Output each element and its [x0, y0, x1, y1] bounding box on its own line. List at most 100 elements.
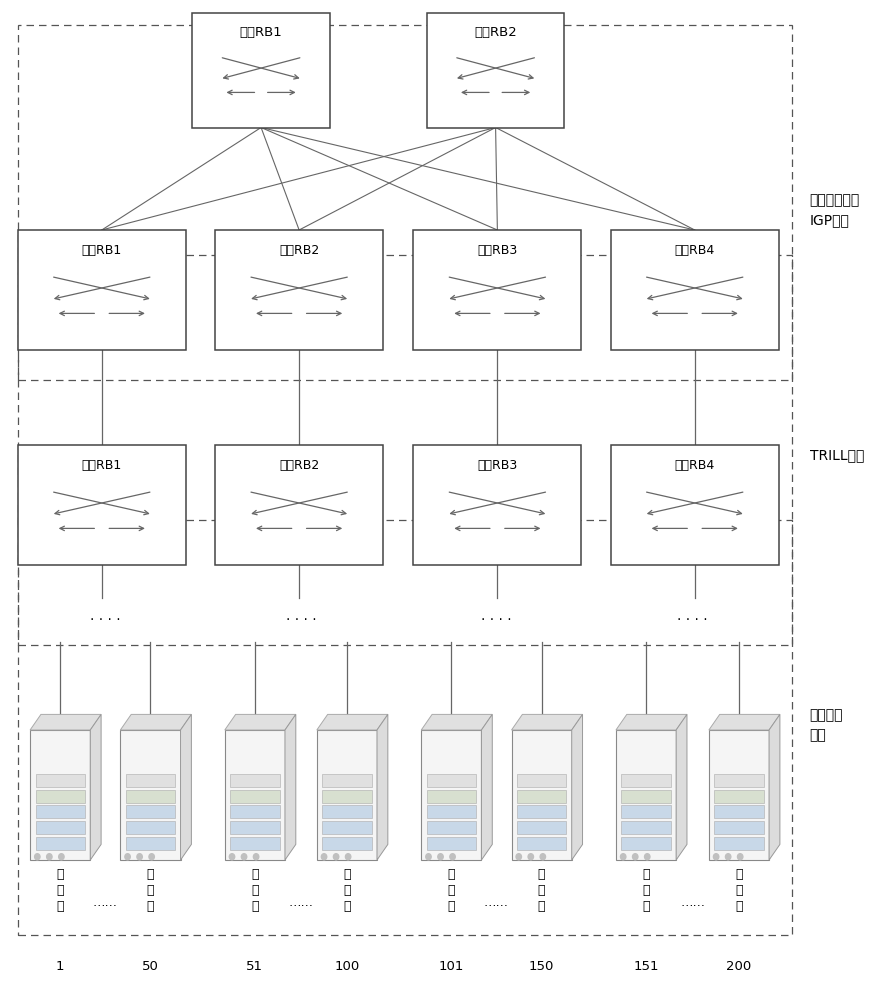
Text: 管理RB1: 管理RB1	[240, 26, 282, 39]
Text: 1: 1	[56, 960, 65, 973]
Bar	[230, 837, 280, 850]
Bar	[421, 730, 481, 860]
Text: 101: 101	[439, 960, 464, 973]
Text: 服
务
器: 服 务 器	[448, 868, 455, 913]
Polygon shape	[317, 714, 388, 730]
Text: ……: ……	[93, 896, 118, 909]
Bar	[714, 821, 764, 834]
Bar	[517, 805, 566, 818]
Bar	[322, 805, 372, 818]
Bar	[413, 230, 581, 350]
Bar	[35, 837, 85, 850]
Bar	[30, 730, 90, 860]
Bar	[126, 837, 175, 850]
Circle shape	[137, 854, 142, 860]
Bar	[230, 821, 280, 834]
Text: · · · ·: · · · ·	[481, 613, 512, 627]
Polygon shape	[572, 714, 582, 860]
Bar	[427, 12, 565, 127]
Polygon shape	[181, 714, 191, 860]
Circle shape	[438, 854, 443, 860]
Bar	[322, 790, 372, 803]
Text: 边缘RB2: 边缘RB2	[279, 459, 319, 472]
Bar	[126, 821, 175, 834]
Bar	[230, 790, 280, 803]
Polygon shape	[225, 714, 296, 730]
Text: 服
务
器: 服 务 器	[343, 868, 350, 913]
Circle shape	[726, 854, 731, 860]
Text: 传统二层
网络: 传统二层 网络	[810, 708, 843, 742]
Bar	[714, 774, 764, 787]
Circle shape	[47, 854, 52, 860]
Bar	[225, 730, 285, 860]
Text: 服
务
器: 服 务 器	[57, 868, 64, 913]
Bar	[512, 730, 572, 860]
Text: 200: 200	[727, 960, 751, 973]
Bar	[427, 790, 476, 803]
Bar	[322, 821, 372, 834]
Polygon shape	[377, 714, 388, 860]
Bar	[230, 805, 280, 818]
Bar	[18, 25, 792, 380]
Circle shape	[149, 854, 154, 860]
Bar	[35, 821, 85, 834]
Circle shape	[633, 854, 638, 860]
Text: TRILL网络: TRILL网络	[810, 448, 864, 462]
Bar	[709, 730, 769, 860]
Circle shape	[516, 854, 521, 860]
Polygon shape	[512, 714, 582, 730]
Polygon shape	[90, 714, 101, 860]
Polygon shape	[709, 714, 780, 730]
Polygon shape	[120, 714, 191, 730]
Bar	[616, 730, 676, 860]
Bar	[120, 730, 181, 860]
Bar	[193, 12, 329, 127]
Bar	[126, 790, 175, 803]
Circle shape	[242, 854, 247, 860]
Circle shape	[450, 854, 455, 860]
Polygon shape	[676, 714, 687, 860]
Text: 中间RB1: 中间RB1	[81, 244, 122, 257]
Bar	[35, 774, 85, 787]
Bar	[517, 837, 566, 850]
Bar	[714, 805, 764, 818]
Bar	[427, 821, 476, 834]
Bar	[517, 821, 566, 834]
Bar	[621, 837, 671, 850]
Circle shape	[426, 854, 431, 860]
Bar	[317, 730, 377, 860]
Text: 服
务
器: 服 务 器	[538, 868, 545, 913]
Circle shape	[253, 854, 258, 860]
Bar	[18, 230, 186, 350]
Text: ……: ……	[680, 896, 705, 909]
Text: 边缘RB4: 边缘RB4	[674, 459, 715, 472]
Bar	[517, 790, 566, 803]
Text: 服
务
器: 服 务 器	[251, 868, 258, 913]
Polygon shape	[769, 714, 780, 860]
Text: 服
务
器: 服 务 器	[735, 868, 743, 913]
Bar	[621, 790, 671, 803]
Bar	[230, 774, 280, 787]
Bar	[621, 805, 671, 818]
Bar	[18, 255, 792, 645]
Text: · · · ·: · · · ·	[90, 613, 120, 627]
Text: 51: 51	[246, 960, 264, 973]
Circle shape	[334, 854, 339, 860]
Circle shape	[540, 854, 545, 860]
Text: · · · ·: · · · ·	[677, 613, 707, 627]
Bar	[126, 774, 175, 787]
Text: 151: 151	[634, 960, 658, 973]
Text: 管理RB2: 管理RB2	[474, 26, 517, 39]
Polygon shape	[30, 714, 101, 730]
Bar	[322, 774, 372, 787]
Bar	[427, 837, 476, 850]
Text: · · · ·: · · · ·	[286, 613, 316, 627]
Circle shape	[713, 854, 719, 860]
Text: 边缘RB1: 边缘RB1	[81, 459, 122, 472]
Bar	[714, 790, 764, 803]
Bar	[18, 445, 186, 565]
Text: ……: ……	[484, 896, 509, 909]
Text: 150: 150	[529, 960, 554, 973]
Circle shape	[125, 854, 130, 860]
Bar	[621, 774, 671, 787]
